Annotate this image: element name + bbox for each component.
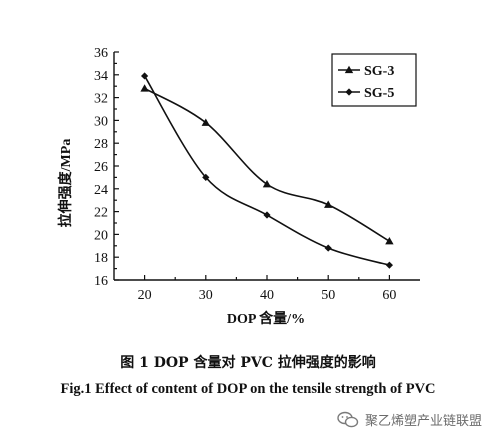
data-point-sg-5 bbox=[202, 173, 210, 181]
y-tick-label: 24 bbox=[94, 183, 108, 198]
x-tick-label: 60 bbox=[382, 288, 396, 303]
data-point-sg-5 bbox=[385, 261, 393, 269]
y-tick-label: 18 bbox=[94, 251, 108, 266]
data-point-sg-3 bbox=[140, 84, 149, 92]
y-tick-label: 20 bbox=[94, 228, 108, 243]
data-point-sg-5 bbox=[141, 72, 149, 80]
data-point-sg-5 bbox=[324, 244, 332, 252]
figure-caption-chinese: 图 1 DOP 含量对 PVC 拉伸强度的影响 bbox=[120, 355, 376, 371]
chart-ticks: 16 18 20 22 24 26 28 30 32 34 36 20 30 40 50 60 bbox=[94, 46, 396, 303]
chart-series bbox=[140, 72, 394, 269]
y-tick-label: 28 bbox=[94, 137, 108, 152]
legend-marker bbox=[345, 88, 353, 96]
y-tick-label: 22 bbox=[94, 206, 108, 221]
y-axis-label: 拉伸强度/MPa bbox=[57, 139, 74, 228]
series-sg-3 bbox=[140, 84, 394, 245]
legend-label: SG-3 bbox=[364, 64, 394, 79]
y-tick-label: 26 bbox=[94, 160, 108, 175]
data-point-sg-3 bbox=[324, 200, 333, 208]
x-tick-label: 30 bbox=[199, 288, 213, 303]
figure-caption-english: Fig.1 Effect of content of DOP on the te… bbox=[60, 381, 436, 397]
y-tick-label: 36 bbox=[94, 46, 108, 61]
series-line-sg-5 bbox=[143, 75, 390, 266]
y-tick-label: 34 bbox=[94, 69, 108, 84]
chart-legend: SG-3 SG-5 bbox=[331, 53, 417, 107]
watermark: 聚乙烯塑产业链联盟 bbox=[337, 410, 482, 429]
wechat-icon bbox=[337, 411, 359, 427]
y-tick-label: 30 bbox=[94, 114, 108, 129]
y-tick-label: 16 bbox=[94, 274, 108, 289]
data-point-sg-3 bbox=[262, 180, 272, 188]
data-point-sg-3 bbox=[385, 237, 394, 245]
x-tick-label: 40 bbox=[260, 288, 274, 303]
legend-marker bbox=[344, 65, 354, 74]
data-point-sg-3 bbox=[201, 118, 210, 126]
x-tick-label: 50 bbox=[321, 288, 335, 303]
x-axis-label: DOP 含量/% bbox=[227, 310, 305, 327]
data-point-sg-5 bbox=[263, 211, 271, 219]
legend-box bbox=[331, 53, 417, 107]
legend-label: SG-5 bbox=[364, 86, 394, 101]
y-tick-label: 32 bbox=[94, 92, 108, 107]
watermark-text: 聚乙烯塑产业链联盟 bbox=[364, 414, 482, 429]
series-sg-5 bbox=[141, 72, 393, 269]
x-tick-label: 20 bbox=[138, 288, 152, 303]
